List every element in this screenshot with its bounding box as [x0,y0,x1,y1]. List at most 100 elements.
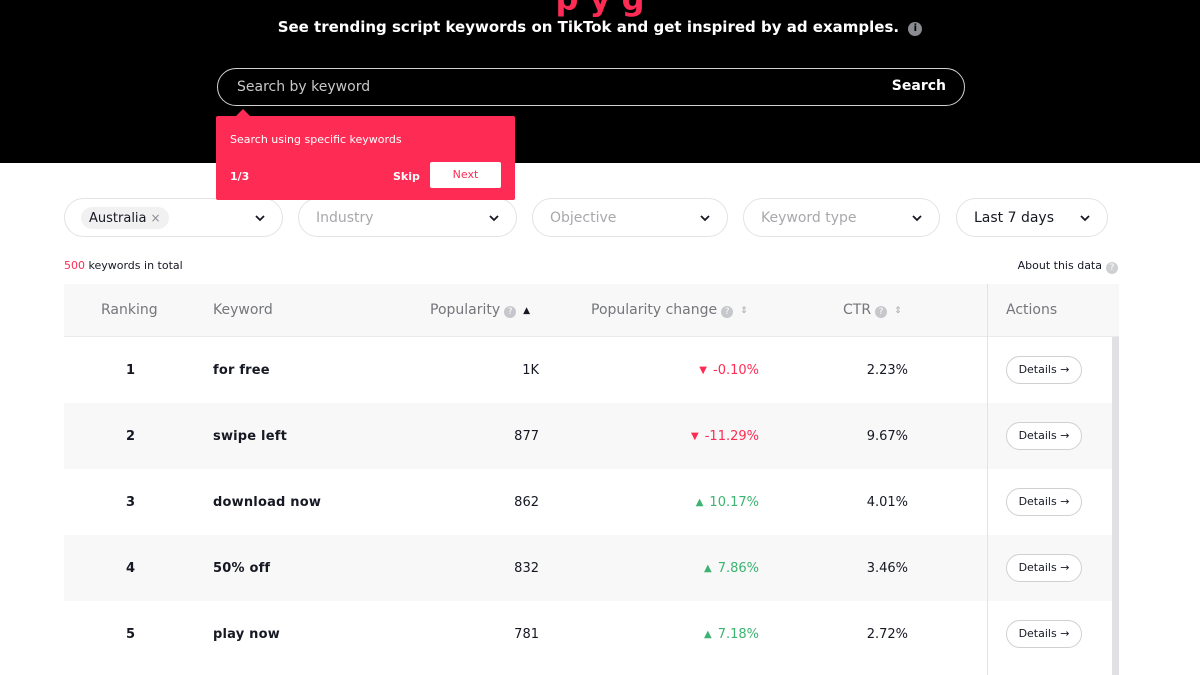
trend-up-icon: ▲ [695,497,704,508]
rank-cell: 5 [126,627,136,642]
details-button[interactable]: Details → [1006,488,1082,516]
tooltip-step-counter: 1/3 [230,170,250,183]
rank-cell: 4 [126,561,136,576]
chip-remove-icon[interactable]: × [150,211,161,225]
tooltip-text: Search using specific keywords [230,133,402,146]
actions-column-divider [987,284,988,675]
about-this-data-label: About this data [1017,259,1102,272]
trend-down-icon: ▼ [691,431,699,442]
objective-filter[interactable]: Objective [532,198,728,237]
chevron-down-icon [1080,215,1090,222]
keyword-type-filter-label: Keyword type [761,210,857,226]
header-actions: Actions [1006,302,1058,318]
rank-cell: 1 [126,363,136,378]
popularity-change-value: -11.29% [704,429,759,444]
ctr-cell: 2.72% [866,627,908,642]
chevron-down-icon [489,215,499,222]
keywords-total-count: 500 [64,259,85,272]
table-row: 3 download now 862 ▲ 10.17% 4.01% Details → [64,469,1119,535]
hero-subtitle: See trending script keywords on TikTok a… [0,18,1200,36]
keyword-cell: play now [213,627,280,642]
info-icon[interactable]: i [908,22,923,36]
keywords-total-suffix: keywords in total [85,259,183,272]
about-this-data[interactable]: About this data? [1018,259,1118,274]
popularity-change-value: 10.17% [709,495,759,510]
header-keyword: Keyword [213,302,273,318]
period-filter[interactable]: Last 7 days [956,198,1108,237]
sort-icon[interactable]: ▲ [523,306,531,316]
popularity-cell: 781 [514,627,539,642]
question-icon[interactable]: ? [721,306,734,318]
question-icon[interactable]: ? [504,306,517,318]
trend-down-icon: ▼ [699,365,707,376]
header-popularity[interactable]: Popularity? ▲ [430,302,530,318]
industry-filter[interactable]: Industry [298,198,517,237]
popularity-cell: 832 [514,561,539,576]
onboarding-tooltip: Search using specific keywords 1/3 Skip … [216,109,515,200]
popularity-change-value: 7.18% [717,627,759,642]
popularity-cell: 862 [514,495,539,510]
details-button[interactable]: Details → [1006,422,1082,450]
trend-up-icon: ▲ [703,563,712,574]
popularity-change-cell: ▲ 7.18% [704,627,759,642]
table-row: 2 swipe left 877 ▼ -11.29% 9.67% Details → [64,403,1119,469]
details-button[interactable]: Details → [1006,554,1082,582]
rank-cell: 2 [126,429,136,444]
header-ctr[interactable]: CTR? ⇕ [843,302,902,318]
keyword-type-filter[interactable]: Keyword type [743,198,940,237]
table-header: Ranking Keyword Popularity? ▲ Popularity … [64,284,1119,337]
chevron-down-icon [700,215,710,222]
header-ranking: Ranking [101,302,158,318]
table-row: 4 50% off 832 ▲ 7.86% 3.46% Details → [64,535,1119,601]
popularity-change-cell: ▲ 7.86% [704,561,759,576]
table-scrollbar[interactable] [1112,337,1119,675]
table-row: 1 for free 1K ▼ -0.10% 2.23% Details → [64,337,1119,403]
popularity-change-cell: ▼ -11.29% [691,429,759,444]
country-filter[interactable]: Australia × [64,198,283,237]
hero-subtitle-text: See trending script keywords on TikTok a… [277,18,900,36]
header-popularity-change-label: Popularity change [591,302,718,318]
popularity-change-cell: ▼ -0.10% [699,363,759,378]
header-ctr-label: CTR [843,302,872,318]
search-box: Search [217,68,965,106]
tooltip-skip-button[interactable]: Skip [393,170,420,183]
popularity-cell: 877 [514,429,539,444]
chevron-down-icon [912,215,922,222]
question-icon: ? [1106,262,1118,274]
popularity-change-value: -0.10% [713,363,759,378]
keywords-total: 500 keywords in total [64,259,183,272]
keyword-cell: download now [213,495,322,510]
hero-banner: p y g See trending script keywords on Ti… [0,0,1200,163]
page-title-cropped: p y g [0,0,1200,18]
search-input[interactable] [237,69,857,104]
ctr-cell: 2.23% [866,363,908,378]
country-chip: Australia × [81,207,169,229]
ctr-cell: 3.46% [866,561,908,576]
keyword-cell: for free [213,363,270,378]
sort-icon[interactable]: ⇕ [740,306,748,316]
popularity-change-value: 7.86% [717,561,759,576]
table-row: 5 play now 781 ▲ 7.18% 2.72% Details → [64,601,1119,667]
ctr-cell: 9.67% [866,429,908,444]
popularity-cell: 1K [522,363,539,378]
industry-filter-label: Industry [316,210,374,226]
rank-cell: 3 [126,495,136,510]
trend-up-icon: ▲ [703,629,712,640]
ctr-cell: 4.01% [866,495,908,510]
objective-filter-label: Objective [550,210,617,226]
tooltip-next-button[interactable]: Next [430,162,501,188]
search-button[interactable]: Search [891,78,946,94]
sort-icon[interactable]: ⇕ [894,306,902,316]
popularity-change-cell: ▲ 10.17% [696,495,759,510]
chevron-down-icon [255,215,265,222]
question-icon[interactable]: ? [875,306,888,318]
details-button[interactable]: Details → [1006,620,1082,648]
header-popularity-label: Popularity [430,302,501,318]
details-button[interactable]: Details → [1006,356,1082,384]
header-popularity-change[interactable]: Popularity change? ⇕ [591,302,748,318]
country-chip-label: Australia [89,211,147,226]
keyword-cell: swipe left [213,429,287,444]
keyword-cell: 50% off [213,561,271,576]
period-filter-label: Last 7 days [974,210,1055,226]
keywords-table: Ranking Keyword Popularity? ▲ Popularity … [64,284,1119,675]
